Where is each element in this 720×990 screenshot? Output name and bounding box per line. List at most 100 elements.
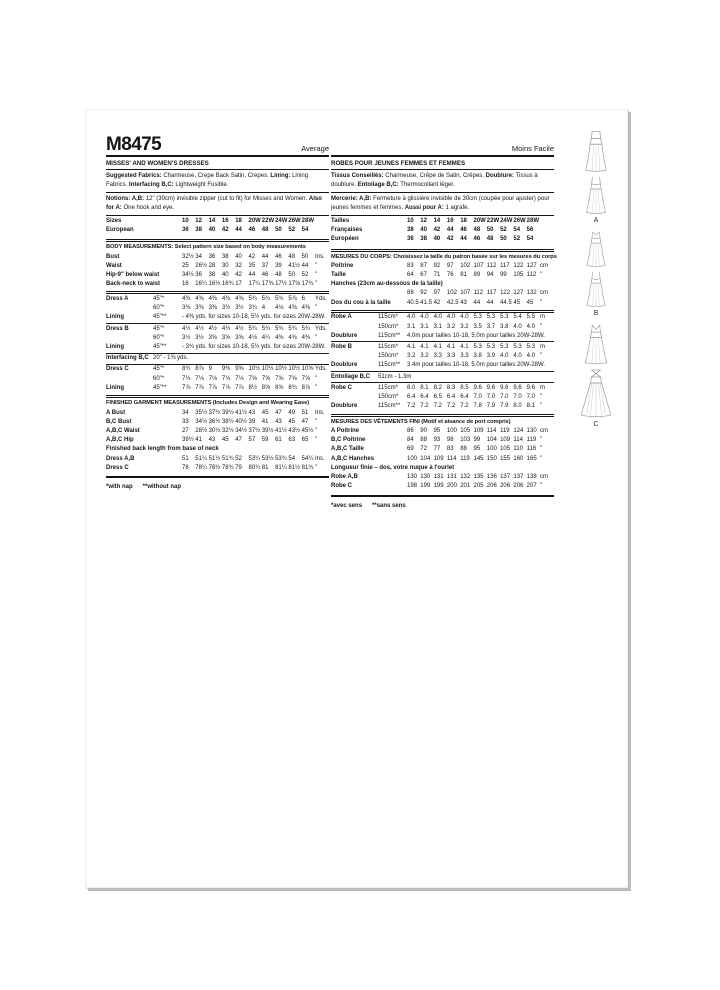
text-run: One hook and eye. — [121, 204, 175, 211]
cell-value: 42 — [235, 272, 242, 279]
row-sublabel: 115cm** — [378, 362, 401, 369]
cell-value: 90 — [420, 428, 427, 435]
unit-label: " — [539, 446, 543, 453]
cell-value: 5¾ — [275, 325, 284, 332]
finished-garment-heading-french: MESURES DES VÊTEMENTS FINI (Motif et ais… — [331, 413, 554, 427]
yardage-group: Dress A 45"* 4⅜ 4⅜ 4⅜ 4⅜ 4⅜ 5¾ 5¾ 5¾ 5⅞ 6 Yds. 60"* 3⅜… — [106, 294, 329, 323]
cell-value: 45 — [221, 437, 229, 444]
cell-value: 44 — [486, 299, 494, 306]
english-header: M8475 Average — [106, 128, 329, 154]
cell-value: 88 — [407, 290, 414, 297]
cell-value: 52 — [235, 455, 242, 462]
row-sublabel: 45"** — [153, 343, 167, 350]
cell-value: 51½ — [208, 455, 221, 462]
unit-label: " — [539, 437, 543, 444]
cell-value: 86 — [407, 428, 414, 435]
dress-c-back-sketch — [580, 369, 612, 418]
cell-value: 52 — [500, 227, 507, 234]
cell-value: 38 — [420, 236, 427, 243]
cell-value: 3.8 — [473, 353, 482, 360]
table-row: Lining 45"** 7⅞ 7⅞ 7⅞ 7⅞ 7⅞ 8½ 8⅝ 8⅝ 8¾ 8⅞ " — [106, 384, 329, 393]
row-label: Dress B — [106, 325, 129, 332]
cell-value: 4⅛ — [248, 334, 257, 341]
notions-paragraph: Notions: A,B: 12" (30cm) invisible zippe… — [106, 193, 329, 217]
cell-value: 104 — [420, 455, 431, 462]
unit-label: Yds. — [314, 366, 327, 373]
row-label: Dress A — [106, 295, 129, 302]
cell-value: 4⅜ — [221, 295, 231, 302]
cell-value: 8⅞ — [195, 366, 204, 373]
text-run: 1 agrafe. — [443, 204, 470, 211]
cell-value: 77 — [433, 446, 441, 453]
cell-value: 88 — [460, 446, 467, 453]
yardage-group: Entoilage B,C 51cm - 1.3m — [331, 371, 554, 382]
cell-value: 36 — [208, 253, 216, 260]
cell-value: 17¾ — [301, 281, 314, 288]
cell-value: 87 — [420, 262, 427, 269]
cell-value: 22W — [261, 218, 275, 225]
cell-value: 38 — [221, 253, 229, 260]
cell-value: 8.1 — [420, 384, 429, 391]
cell-value: 40 — [235, 253, 242, 260]
cell-value: 28W — [526, 218, 540, 225]
cell-value: 122 — [513, 262, 524, 269]
cell-value: 7⅞ — [235, 384, 244, 391]
finished-garment-table-french: A Poitrine 86 90 95 100 105 109 114 119 124 130 cm B… — [331, 427, 554, 464]
difficulty-label-english: Average — [301, 143, 329, 153]
cell-value: 7.2 — [407, 403, 416, 410]
cell-value: 206 — [500, 483, 511, 490]
row-sublabel: 45"** — [153, 384, 167, 391]
cell-value: 4.0 — [500, 353, 509, 360]
unit-label: m — [539, 314, 545, 321]
row-label: Poitrine — [331, 262, 354, 269]
yardage-table-english: Dress A 45"* 4⅜ 4⅜ 4⅜ 4⅜ 4⅜ 5¾ 5¾ 5¾ 5⅞ 6 Yds. 60"* 3⅜… — [106, 291, 329, 393]
cell-value: 8.2 — [433, 384, 442, 391]
table-row: 60"* 7⅛ 7⅛ 7⅛ 7⅛ 7⅛ 7⅝ 7⅝ 7⅝ 7⅝ 7⅝ " — [106, 375, 329, 384]
cell-value: 7⅞ — [208, 384, 217, 391]
cell-value: 50 — [500, 236, 507, 243]
row-label: Robe A,B — [331, 474, 358, 481]
cell-value: 16½ — [208, 281, 221, 288]
french-column: Moins Facile ROBES POUR JEUNES FEMMES ET… — [331, 128, 557, 511]
cell-value: 109 — [500, 437, 511, 444]
cell-value: 28W — [301, 218, 315, 225]
cell-value: 3.2 — [420, 353, 429, 360]
cell-value: 7⅝ — [248, 375, 257, 382]
cell-value: 26W — [513, 218, 526, 225]
cell-value: 53¾ — [275, 455, 287, 462]
cell-value: 26½ — [195, 262, 207, 269]
cell-value: 34 — [195, 253, 202, 260]
cell-value: 3½ — [195, 334, 204, 341]
row-sublabel: 60"* — [153, 334, 165, 341]
row-label: Robe B — [331, 343, 352, 350]
table-row: Dress A 45"* 4⅜ 4⅜ 4⅜ 4⅜ 4⅜ 5¾ 5¾ 5¾ 5⅞ 6 Yds. — [106, 295, 329, 304]
row-label: Entoilage B,C — [331, 373, 371, 380]
cell-value: 4¼ — [261, 334, 271, 341]
table-row: Bust 32½ 34 36 38 40 42 44 46 48 50 Ins. — [106, 253, 329, 262]
cell-value: 34½ — [235, 428, 247, 435]
table-row: Doublure 115cm** 4.0m pour tailles 10-18, … — [331, 332, 554, 341]
cell-value: 39½ — [182, 437, 194, 444]
cell-value: 46 — [460, 227, 467, 234]
dress-a-front-sketch — [585, 131, 607, 172]
row-sublabel: 60"* — [153, 305, 165, 312]
cell-value: 39 — [248, 418, 256, 425]
row-sublabel: 115cm* — [378, 384, 398, 391]
cell-value: 137 — [500, 474, 511, 481]
cell-value: 119 — [460, 455, 470, 462]
cell-value: 150 — [486, 455, 497, 462]
back-length-table-french: Robe A,B 130 130 131 131 132 135 136 137 137 138 cm… — [331, 473, 554, 491]
cell-value: 35 — [248, 262, 256, 269]
cell-value: 78¾ — [221, 464, 234, 471]
cell-value: 22W — [486, 218, 500, 225]
row-sublabel: 60"* — [153, 375, 165, 382]
yardage-table-french: Robe A 115cm* 4.0 4.0 4.0 4.0 4.0 5.3 5.3 5.3 5.4 5… — [331, 309, 554, 412]
cell-value: 38½ — [221, 418, 234, 425]
footnote-french: *avec sens **sans sens — [331, 494, 554, 511]
garment-title-english: MISSES' AND WOMEN'S DRESSES — [106, 155, 329, 171]
table-row: 88 92 97 102 107 112 117 122 127 132 cm — [331, 289, 554, 298]
cell-value: 130 — [407, 474, 418, 481]
row-label: Back-neck to waist — [106, 281, 161, 288]
cell-value: 8¾ — [288, 384, 297, 391]
cell-value: 198 — [407, 483, 418, 490]
